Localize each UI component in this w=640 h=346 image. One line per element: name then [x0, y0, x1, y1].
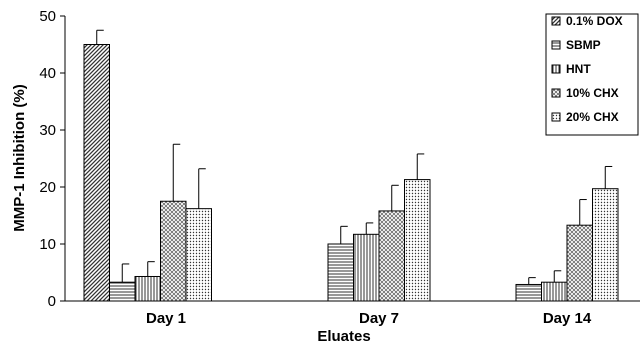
bar-20-chx-day-14 — [592, 188, 619, 302]
error-bars — [96, 29, 613, 285]
x-tick-label: Day 1 — [146, 310, 186, 327]
y-tick-label: 20 — [39, 179, 56, 196]
x-tick-label: Day 14 — [543, 310, 592, 327]
legend-label: 20% CHX — [566, 110, 619, 124]
x-ticks: Day 1 Day 7 Day 14 — [146, 310, 592, 327]
legend-swatch — [551, 88, 561, 98]
x-axis-title: Eluates — [317, 328, 370, 345]
legend-items: 0.1% DOX SBMP HNT 10% CHX 20% CHX — [551, 14, 623, 124]
legend-box — [545, 13, 639, 136]
legend-label: 10% CHX — [566, 86, 619, 100]
y-tick-label: 40 — [39, 65, 56, 82]
bar-10-chx-day-7 — [378, 210, 405, 302]
bar-20-chx-day-1 — [185, 208, 212, 302]
y-tick-label: 50 — [39, 8, 56, 25]
y-axis: 0 10 20 30 40 50 MMP-1 Inhibition (%) — [11, 8, 66, 310]
bar-10-chx-day-14 — [566, 224, 593, 302]
legend-label: SBMP — [566, 38, 601, 52]
legend-label: HNT — [566, 62, 591, 76]
bar-hnt-day-7 — [353, 233, 380, 302]
y-ticks: 0 10 20 30 40 50 — [39, 8, 65, 310]
y-tick-label: 0 — [48, 293, 56, 310]
bar-hnt-day-1 — [134, 275, 161, 302]
legend-swatch — [551, 112, 561, 122]
legend-swatch — [551, 16, 561, 26]
legend-label: 0.1% DOX — [566, 14, 623, 28]
bar-hnt-day-14 — [541, 281, 568, 302]
y-tick-label: 10 — [39, 236, 56, 253]
legend: 0.1% DOX SBMP HNT 10% CHX 20% CHX — [545, 13, 639, 136]
bars — [83, 44, 619, 302]
x-axis: Day 1 Day 7 Day 14 Eluates — [65, 300, 640, 345]
y-axis-title: MMP-1 Inhibition (%) — [11, 84, 28, 231]
bar-sbmp-day-7 — [327, 243, 354, 302]
y-tick-label: 30 — [39, 122, 56, 139]
bar-sbmp-day-14 — [515, 283, 542, 302]
legend-swatch — [551, 40, 561, 50]
bar-20-chx-day-7 — [404, 179, 431, 302]
x-tick-label: Day 7 — [359, 310, 399, 327]
legend-swatch — [551, 64, 561, 74]
bar-sbmp-day-1 — [109, 281, 136, 302]
bar-10-chx-day-1 — [160, 200, 187, 302]
bar-0-1-dox-day-1 — [83, 44, 110, 302]
